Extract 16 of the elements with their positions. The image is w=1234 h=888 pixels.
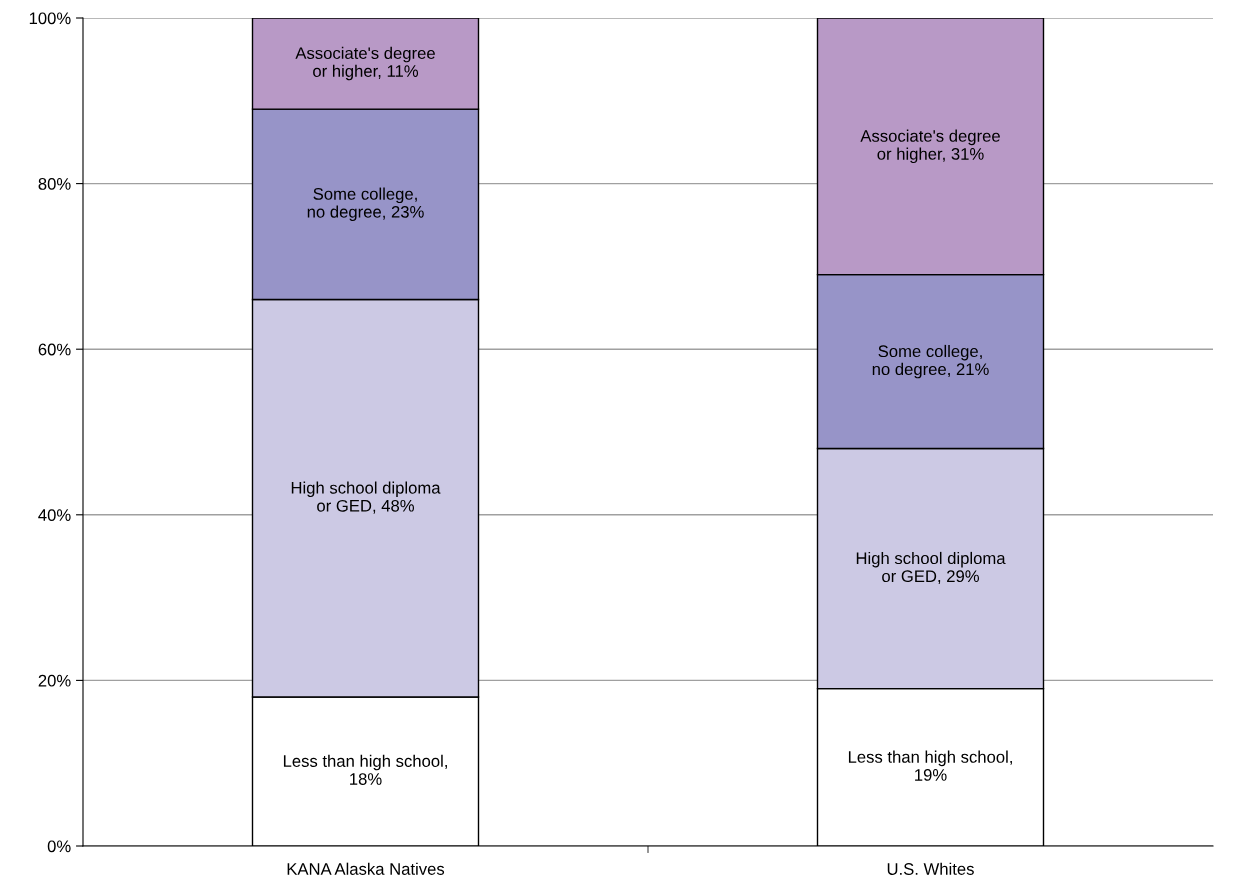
data-label: Associate's degree or higher, 31% <box>860 129 1000 164</box>
y-tick-label: 100% <box>29 12 71 25</box>
x-tick-label: U.S. Whites <box>887 862 974 875</box>
y-tick-label: 0% <box>47 840 71 853</box>
data-label: Associate's degree or higher, 11% <box>295 46 435 81</box>
data-label: Less than high school, 19% <box>848 750 1012 781</box>
x-tick-label: KANA Alaska Natives <box>287 862 445 875</box>
y-tick-label: 60% <box>38 343 71 356</box>
data-label: Less than high school, 18% <box>283 754 447 785</box>
y-tick-label: 80% <box>38 178 71 190</box>
y-tick-label: 40% <box>38 509 71 521</box>
data-label: Some college, no degree, 21% <box>872 344 989 379</box>
data-label: Some college, no degree, 23% <box>307 187 424 222</box>
data-label: High school diploma or GED, 29% <box>856 551 1006 585</box>
data-label: High school diploma or GED, 48% <box>291 481 441 514</box>
y-tick-label: 20% <box>38 674 71 687</box>
